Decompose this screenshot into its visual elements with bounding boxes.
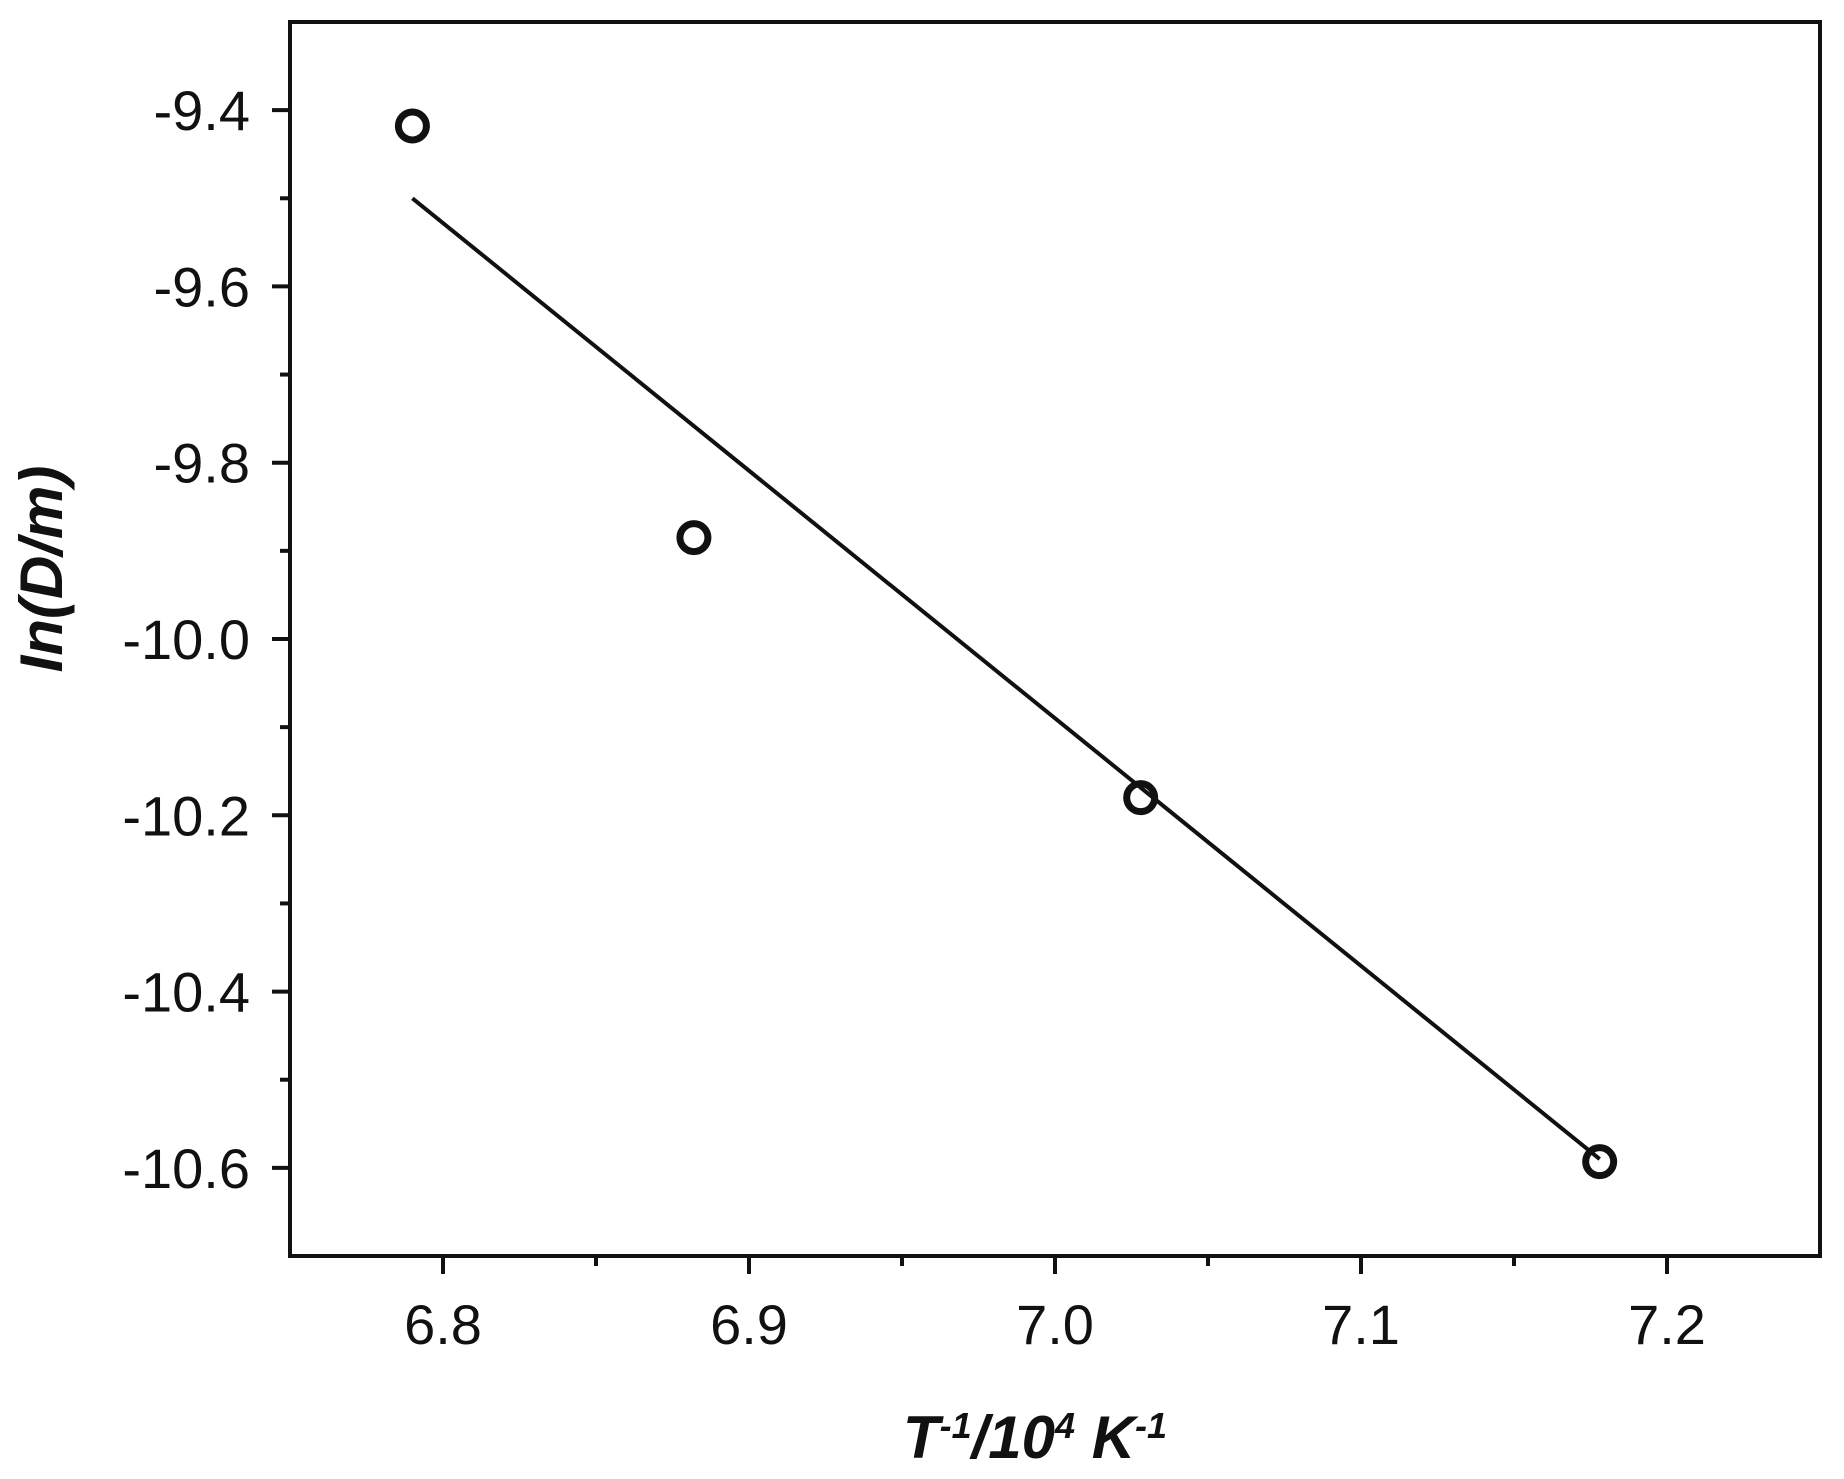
y-axis-tick-labels: -9.4 -9.6 -9.8 -10.0 -10.2 -10.4 -10.6 [122,79,250,1200]
x-axis-title-part: /10 [969,1404,1055,1471]
x-tick-label: 7.1 [1322,1293,1400,1356]
x-tick-label: 6.9 [710,1293,788,1356]
y-tick-label: -9.8 [154,432,251,495]
x-axis-title-part: -1 [1135,1405,1167,1446]
data-point [1582,1144,1618,1180]
x-tick-label: 7.2 [1628,1293,1706,1356]
x-axis-ticks [441,1256,1669,1274]
fit-line [411,196,1601,1161]
y-tick-label: -9.6 [154,255,251,318]
x-axis-title-part: K [1075,1404,1139,1471]
y-tick-label: -9.4 [154,79,251,142]
data-point [676,520,712,556]
x-axis-title-part: -1 [940,1405,972,1446]
x-tick-label: 6.8 [404,1293,482,1356]
y-axis-title: In(D/m) [8,466,75,673]
x-axis-title-part: T [903,1404,944,1471]
y-tick-label: -10.6 [122,1137,250,1200]
y-tick-label: -10.4 [122,961,250,1024]
fit-line-layer [411,196,1601,1161]
y-tick-label: -10.2 [122,784,250,847]
x-axis-tick-labels: 6.8 6.9 7.0 7.1 7.2 [404,1293,1706,1356]
points-layer [394,108,1618,1180]
data-point [394,108,430,144]
x-tick-label: 7.0 [1016,1293,1094,1356]
x-axis-title: T-1/104 K-1 [903,1404,1167,1471]
x-axis-title-part: 4 [1054,1405,1075,1446]
y-tick-label: -10.0 [122,608,250,671]
y-axis-ticks [272,108,290,1170]
data-point [1123,780,1159,816]
